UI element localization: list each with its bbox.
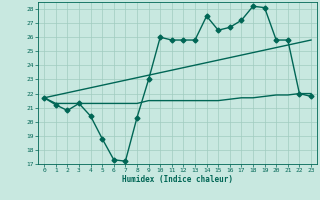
X-axis label: Humidex (Indice chaleur): Humidex (Indice chaleur) [122, 175, 233, 184]
